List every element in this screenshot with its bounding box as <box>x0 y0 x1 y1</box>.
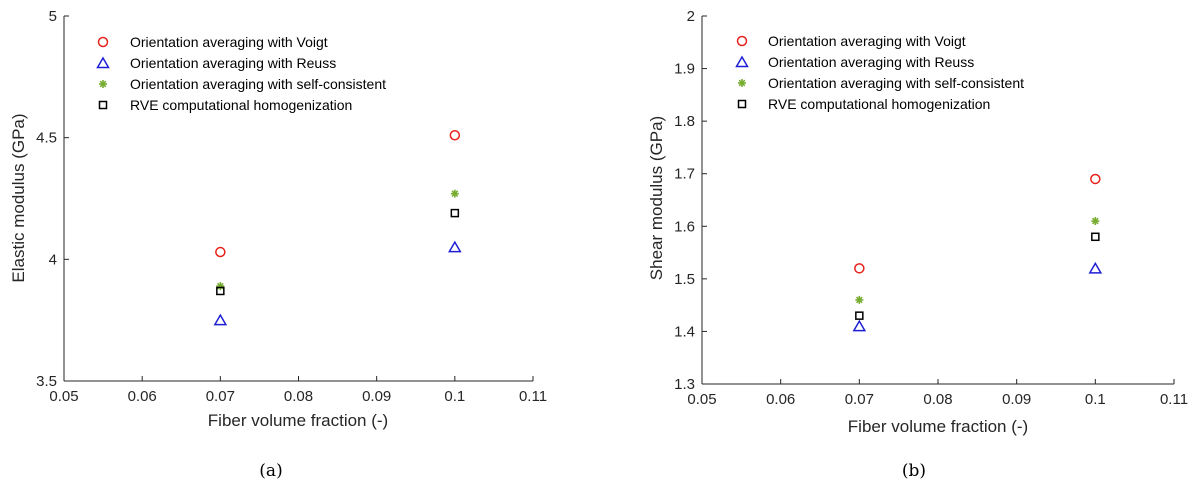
chart-a-caption: (a) <box>259 461 282 481</box>
chart-a-point-circle <box>449 129 461 141</box>
chart-a-x-tick-label: 0.06 <box>128 388 157 405</box>
chart-a-point-triangle <box>213 313 228 326</box>
chart-a-point-square <box>450 208 460 218</box>
chart-b-y-tick-label: 1.4 <box>674 323 695 340</box>
chart-a-x-tick-label: 0.09 <box>362 388 391 405</box>
chart-a-y-tick-label: 3.5 <box>36 373 57 390</box>
chart-b-x-tick-label: 0.05 <box>687 391 716 408</box>
chart-b-point-asterisk <box>855 295 864 304</box>
chart-a-legend-label: Orientation averaging with self-consiste… <box>130 76 386 92</box>
chart-b-legend-label: Orientation averaging with self-consiste… <box>768 75 1024 91</box>
chart-a-y-tick-label: 5 <box>49 8 57 25</box>
chart-b-legend-marker-triangle <box>735 55 749 68</box>
chart-b-point-square <box>1091 232 1100 242</box>
chart-a-ylabel: Elastic modulus (GPa) <box>9 113 28 282</box>
chart-b-xlabel: Fiber volume fraction (-) <box>848 417 1028 436</box>
chart-a-legend-marker-triangle <box>96 56 110 69</box>
chart-b-y-tick-label: 2 <box>687 8 695 25</box>
chart-b-caption: (b) <box>902 461 926 481</box>
chart-b-legend-label: RVE computational homogenization <box>768 96 990 112</box>
chart-b-x-tick-label: 0.09 <box>1002 391 1031 408</box>
chart-b-y-tick-label: 1.3 <box>674 376 695 393</box>
chart-b-point-triangle <box>1088 261 1103 274</box>
chart-a-x-tick-label: 0.08 <box>284 388 313 405</box>
chart-a-legend-label: Orientation averaging with Reuss <box>130 55 336 71</box>
chart-shear-modulus: Shear modulus (GPa) Fiber volume fractio… <box>647 8 1188 481</box>
chart-a-point-square <box>216 286 225 296</box>
chart-a-point-asterisk <box>450 189 459 198</box>
chart-a-y-tick-label: 4 <box>49 251 57 268</box>
chart-b-point-circle <box>1090 173 1101 185</box>
chart-b-x-tick-label: 0.07 <box>845 391 874 408</box>
chart-b-y-tick-label: 1.5 <box>674 271 695 288</box>
chart-b-point-circle <box>854 263 865 274</box>
chart-b-legend-label: Orientation averaging with Reuss <box>768 54 974 70</box>
chart-b-legend-marker-square <box>737 99 747 109</box>
chart-a-point-circle <box>215 246 226 258</box>
chart-b-point-asterisk <box>1091 217 1100 226</box>
chart-a-x-tick-label: 0.1 <box>444 388 465 405</box>
chart-b-x-tick-label: 0.11 <box>1160 391 1188 408</box>
chart-b-point-square <box>855 311 864 320</box>
chart-b-x-tick-label: 0.1 <box>1085 391 1106 408</box>
chart-b-legend-marker-circle <box>736 35 748 47</box>
chart-a-legend-label: RVE computational homogenization <box>130 97 352 113</box>
chart-b-ylabel: Shear modulus (GPa) <box>647 116 666 280</box>
chart-b-y-tick-label: 1.7 <box>674 166 695 183</box>
chart-b-x-tick-label: 0.06 <box>766 391 795 408</box>
chart-a-x-tick-label: 0.11 <box>519 388 547 405</box>
chart-b-x-tick-label: 0.08 <box>923 391 952 408</box>
chart-a-legend-marker-square <box>98 100 108 110</box>
chart-b-y-tick-label: 1.6 <box>674 218 695 235</box>
chart-a-legend-marker-asterisk <box>99 80 107 88</box>
chart-b-y-tick-label: 1.8 <box>674 113 695 130</box>
chart-b-y-tick-label: 1.9 <box>674 61 695 78</box>
chart-a-legend-label: Orientation averaging with Voigt <box>130 34 328 50</box>
chart-a-x-tick-label: 0.07 <box>206 388 235 405</box>
chart-elastic-modulus: Elastic modulus (GPa) Fiber volume fract… <box>9 8 547 481</box>
chart-b-point-triangle <box>852 319 867 332</box>
chart-a-point-triangle <box>448 240 462 253</box>
chart-a-x-tick-label: 0.05 <box>49 388 78 405</box>
chart-a-legend-marker-circle <box>97 36 109 48</box>
chart-b-legend-marker-asterisk <box>738 79 746 87</box>
chart-a-xlabel: Fiber volume fraction (-) <box>208 411 388 430</box>
chart-b-legend-label: Orientation averaging with Voigt <box>768 33 966 49</box>
chart-a-y-tick-label: 4.5 <box>36 130 57 147</box>
